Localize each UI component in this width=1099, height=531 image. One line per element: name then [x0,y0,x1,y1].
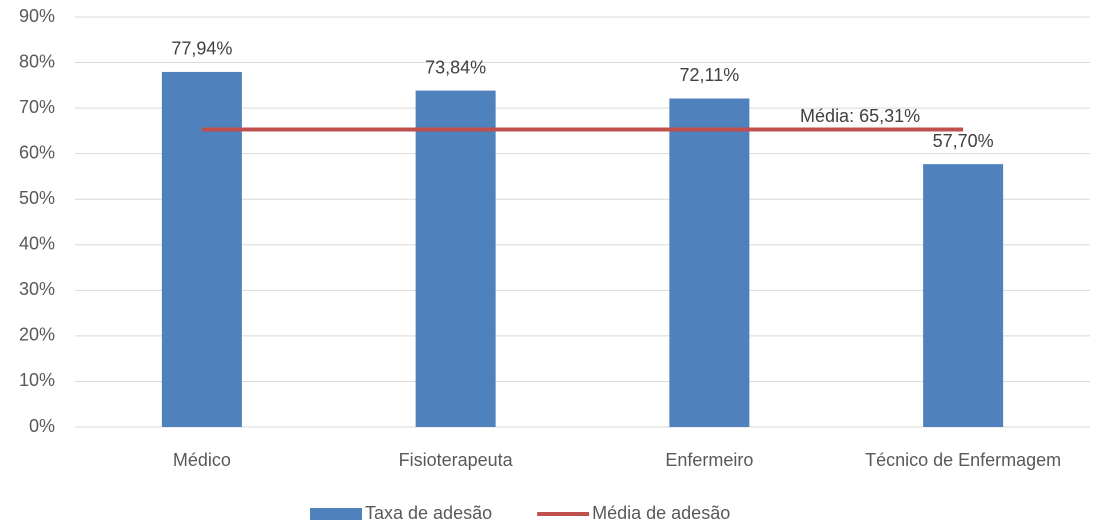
y-tick-label: 60% [19,142,55,162]
y-tick-label: 10% [19,370,55,390]
data-label: 77,94% [171,39,232,59]
y-tick-label: 40% [19,234,55,254]
y-tick-label: 80% [19,51,55,71]
x-tick-label: Técnico de Enfermagem [865,450,1061,470]
data-label: 57,70% [933,131,994,151]
bar [161,71,242,427]
y-tick-label: 20% [19,325,55,345]
x-tick-label: Fisioterapeuta [399,450,514,470]
annotation: Média: 65,31% [800,106,920,126]
legend-swatch [310,508,362,520]
y-tick-label: 70% [19,97,55,117]
y-tick-label: 90% [19,6,55,26]
legend-label: Taxa de adesão [365,503,492,523]
y-tick-label: 50% [19,188,55,208]
x-tick-label: Médico [173,450,231,470]
y-tick-label: 0% [29,416,55,436]
bar [669,98,750,427]
legend-label: Média de adesão [592,503,730,523]
data-label: 72,11% [680,65,740,85]
bar [923,164,1004,427]
y-tick-label: 30% [19,279,55,299]
data-label: 73,84% [425,57,486,77]
x-tick-label: Enfermeiro [665,450,753,470]
bar [415,90,496,428]
